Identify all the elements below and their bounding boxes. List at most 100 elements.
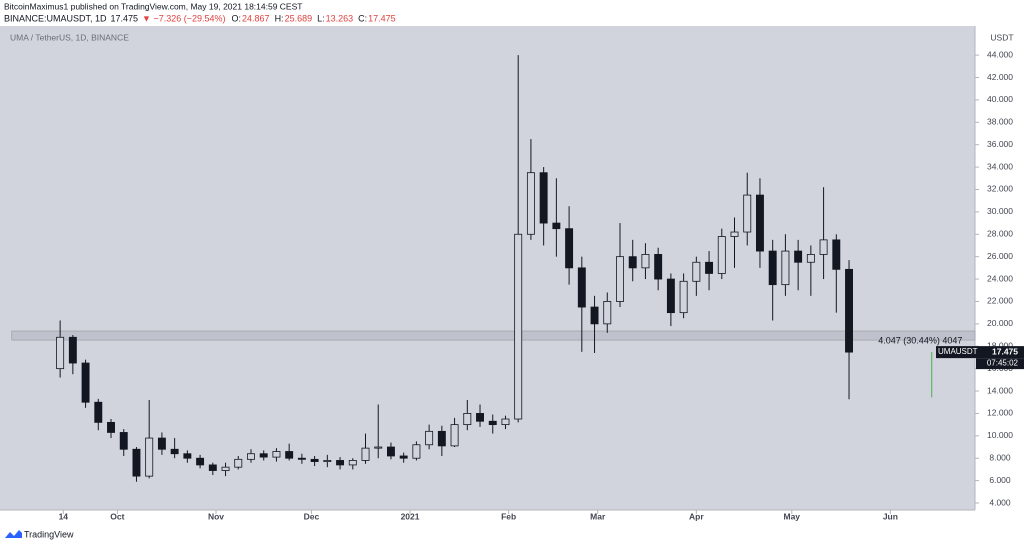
- candle-body: [565, 228, 574, 269]
- candle-body: [425, 430, 434, 446]
- y-tick-label: 40.000: [987, 94, 1013, 104]
- countdown-bg: [976, 358, 1024, 370]
- ohlc-value: 17.475: [368, 13, 396, 23]
- candle-body: [437, 430, 446, 447]
- candle-body: [832, 239, 841, 270]
- x-tick-label: Jun: [883, 511, 898, 521]
- y-tick-label: 6.000: [989, 475, 1011, 485]
- candle-body: [577, 267, 586, 308]
- logo-icon: [5, 530, 22, 538]
- last-price: 17.475: [111, 13, 139, 23]
- candle-body: [794, 250, 803, 263]
- x-tick-label: Feb: [501, 511, 516, 521]
- candle-body: [628, 256, 637, 269]
- x-tick-label: Dec: [304, 511, 320, 521]
- candle-body: [310, 458, 319, 462]
- candle-body: [679, 280, 688, 314]
- y-tick-label: 20.000: [987, 318, 1013, 328]
- brand: TradingView: [24, 529, 74, 539]
- candle-body: [603, 301, 612, 325]
- candle-body: [234, 458, 243, 468]
- candle-body: [94, 401, 103, 423]
- y-tick-label: 4.000: [989, 497, 1011, 507]
- x-tick-label: Oct: [110, 511, 124, 521]
- candle-body: [132, 448, 141, 477]
- candle-body: [170, 448, 179, 455]
- ohlc-label: O:: [232, 13, 242, 23]
- support-zone: [11, 330, 976, 341]
- candle-body: [297, 457, 306, 460]
- candle-body: [717, 236, 726, 274]
- candle-body: [654, 254, 663, 280]
- y-tick-label: 30.000: [987, 206, 1013, 216]
- footer-logo: TradingView: [5, 529, 74, 539]
- watermark: UMA / TetherUS, 1D, BINANCE: [10, 32, 129, 42]
- candle-body: [285, 451, 294, 459]
- candle-body: [845, 268, 853, 353]
- candle-body: [272, 451, 281, 458]
- x-tick-label: Mar: [590, 511, 606, 521]
- x-tick-label: Apr: [689, 511, 704, 521]
- candle-body: [552, 222, 561, 230]
- candle-body: [616, 256, 624, 302]
- y-tick-label: 8.000: [989, 452, 1011, 462]
- candle-body: [221, 466, 230, 471]
- candle-body: [374, 446, 383, 449]
- candle-body: [514, 233, 523, 420]
- ticker: UMAUSDT: [938, 347, 978, 356]
- y-tick-label: 24.000: [987, 273, 1013, 283]
- candle-body: [107, 421, 115, 433]
- candle-body: [247, 453, 255, 460]
- ohlc-value: 13.263: [326, 13, 354, 23]
- candle-body: [208, 464, 217, 471]
- x-tick-label: 2021: [401, 511, 420, 521]
- measure-label: 4.047 (30.44%) 4047: [878, 335, 962, 345]
- y-tick-label: 28.000: [987, 229, 1013, 239]
- candle-body: [56, 336, 65, 370]
- candle-body: [666, 278, 675, 314]
- candle-body: [463, 413, 472, 426]
- candle-body: [526, 172, 535, 235]
- symbol: BINANCE:UMAUSDT, 1D: [4, 13, 107, 23]
- y-tick-label: 26.000: [987, 251, 1013, 261]
- x-tick-label: 14: [59, 511, 69, 521]
- ohlc-label: C:: [358, 13, 367, 23]
- candle-body: [768, 250, 777, 286]
- candle-body: [183, 453, 192, 459]
- candle-body: [819, 239, 828, 255]
- candle-body: [361, 447, 370, 461]
- y-tick-label: 14.000: [987, 385, 1013, 395]
- x-tick-label: May: [783, 511, 800, 521]
- candle-body: [323, 460, 332, 462]
- price-tag: [936, 346, 1024, 359]
- price-tag-value: 17.475: [992, 346, 1018, 356]
- candle-body: [450, 424, 459, 447]
- symbol-line: BINANCE:UMAUSDT, 1D 17.475 ▼ −7.326 (−29.5…: [4, 13, 396, 23]
- y-tick-label: 42.000: [987, 72, 1013, 82]
- candle-body: [386, 446, 395, 457]
- candle-body: [119, 432, 128, 450]
- change: ▼ −7.326 (−29.54%): [142, 13, 225, 23]
- candle-body: [196, 457, 205, 466]
- candle-body: [348, 460, 357, 466]
- y-tick-label: 10.000: [987, 430, 1013, 440]
- candle-body: [68, 336, 77, 364]
- plot-background: [0, 26, 975, 510]
- y-tick-label: 32.000: [987, 184, 1013, 194]
- y-tick-label: 18.000: [987, 340, 1013, 350]
- y-tick-label: 38.000: [987, 117, 1013, 127]
- candle-body: [157, 437, 166, 450]
- y-tick-label: 12.000: [987, 408, 1013, 418]
- ohlc-value: 25.689: [285, 13, 313, 23]
- candle-body: [412, 444, 421, 459]
- candle-body: [730, 231, 739, 237]
- y-tick-label: 34.000: [987, 161, 1013, 171]
- candle-body: [755, 194, 764, 252]
- candle-body: [81, 362, 90, 403]
- candle-body: [806, 254, 815, 263]
- countdown: 07:45:02: [987, 359, 1019, 368]
- y-tick-label: 22.000: [987, 296, 1013, 306]
- candle-body: [488, 420, 497, 426]
- ohlc-label: H:: [275, 13, 284, 23]
